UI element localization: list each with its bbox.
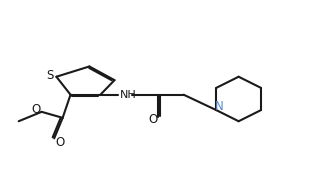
Text: NH: NH [120,90,137,100]
Text: S: S [46,69,53,82]
Text: O: O [56,136,65,149]
Text: N: N [215,100,224,113]
Text: O: O [148,113,158,126]
Text: O: O [31,103,41,116]
